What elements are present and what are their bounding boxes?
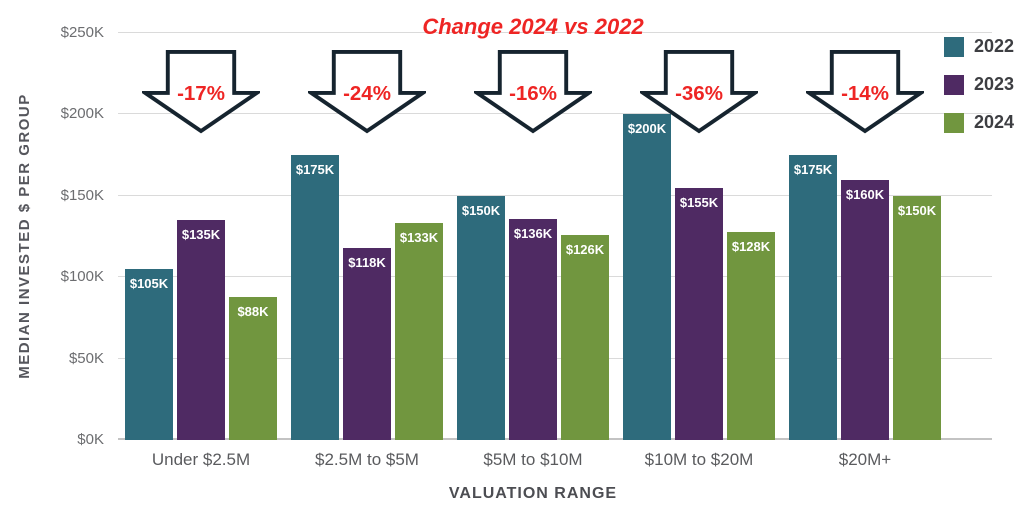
down-arrow-icon: -36%	[640, 50, 758, 134]
change-percent-label: -14%	[841, 82, 889, 105]
bar-value-label: $155K	[679, 194, 719, 210]
bar-value-label: $175K	[295, 162, 335, 178]
bar-2024-group4: $128K	[727, 231, 775, 440]
bar-2024-group1: $88K	[229, 296, 277, 440]
change-arrow-1: -17%	[118, 50, 284, 136]
change-percent-label: -36%	[675, 82, 723, 105]
x-axis-label: VALUATION RANGE	[448, 485, 618, 502]
change-arrow-4: -36%	[616, 50, 782, 136]
legend-swatch-2024	[943, 112, 964, 133]
bar-group-3: $150K $136K $126K	[457, 33, 609, 440]
legend-item-2023: 2023	[943, 74, 1014, 95]
y-tick-0k: $0K	[77, 430, 104, 448]
y-tick-200k: $200K	[60, 105, 104, 123]
legend-item-2024: 2024	[943, 112, 1014, 133]
bar-2024-group2: $133K	[395, 223, 443, 440]
bar-value-label: $133K	[399, 230, 439, 246]
legend: 2022 2023 2024	[943, 36, 1014, 150]
bar-2022-group1: $105K	[125, 269, 173, 440]
y-tick-50k: $50K	[68, 349, 104, 367]
bar-value-label: $88K	[237, 303, 269, 319]
change-percent-label: -17%	[177, 82, 225, 105]
change-percent-label: -16%	[509, 82, 557, 105]
bar-2023-group5: $160K	[841, 179, 889, 440]
category-label-1: Under $2.5M	[151, 450, 251, 469]
change-arrow-2: -24%	[284, 50, 450, 136]
y-tick-150k: $150K	[60, 186, 104, 204]
bar-value-label: $150K	[897, 202, 937, 218]
legend-label-2023: 2023	[973, 74, 1014, 94]
y-tick-250k: $250K	[60, 24, 104, 41]
bar-value-label: $200K	[627, 121, 667, 137]
change-arrows: -17% -24% -16% -36% -14%	[118, 50, 948, 136]
plot-area: $105K $135K $88K $175K $118K $133K $150K $136K $…	[118, 33, 948, 440]
category-label-2: $2.5M to $5M	[315, 450, 419, 469]
bar-group-2: $175K $118K $133K	[291, 33, 443, 440]
bar-2024-group5: $150K	[893, 195, 941, 440]
bar-2022-group4: $200K	[623, 114, 671, 440]
bar-group-5: $175K $160K $150K	[789, 33, 941, 440]
bar-2023-group4: $155K	[675, 187, 723, 440]
bar-2023-group2: $118K	[343, 247, 391, 440]
gridline	[118, 32, 992, 33]
legend-label-2022: 2022	[973, 36, 1014, 56]
bar-2022-group3: $150K	[457, 195, 505, 440]
down-arrow-icon: -14%	[806, 50, 924, 134]
bar-value-label: $118K	[348, 254, 386, 270]
bar-value-label: $136K	[513, 225, 553, 241]
bar-value-label: $105K	[129, 276, 169, 292]
change-arrow-5: -14%	[782, 50, 948, 136]
bar-value-label: $128K	[731, 238, 771, 254]
bar-value-label: $160K	[845, 186, 885, 202]
category-label-5: $20M+	[838, 450, 892, 469]
bar-2024-group3: $126K	[561, 234, 609, 440]
down-arrow-icon: -24%	[308, 50, 426, 134]
bar-value-label: $175K	[793, 162, 833, 178]
bar-2022-group5: $175K	[789, 155, 837, 440]
gridline	[118, 194, 992, 196]
legend-item-2022: 2022	[943, 36, 1014, 57]
x-axis-categories: Under $2.5M $2.5M to $5M $5M to $10M $10M t…	[118, 450, 948, 470]
category-label-3: $5M to $10M	[483, 450, 583, 469]
bar-value-label: $126K	[565, 241, 605, 257]
bar-value-label: $150K	[461, 202, 501, 218]
y-tick-100k: $100K	[60, 268, 104, 286]
legend-swatch-2023	[943, 74, 964, 95]
change-arrow-3: -16%	[450, 50, 616, 136]
category-label-4: $10M to $20M	[644, 450, 754, 469]
legend-swatch-2022	[943, 36, 964, 57]
bar-2023-group3: $136K	[509, 218, 557, 440]
y-axis-ticks: $250K $200K $150K $100K $50K $0K	[0, 23, 104, 450]
down-arrow-icon: -16%	[474, 50, 592, 134]
chart-annotation-title: Change 2024 vs 2022	[422, 14, 644, 39]
change-percent-label: -24%	[343, 82, 391, 105]
bar-group-1: $105K $135K $88K	[125, 33, 277, 440]
bar-group-4: $200K $155K $128K	[623, 33, 775, 440]
bar-value-label: $135K	[181, 227, 221, 243]
bar-2022-group2: $175K	[291, 155, 339, 440]
down-arrow-icon: -17%	[142, 50, 260, 134]
bar-2023-group1: $135K	[177, 220, 225, 440]
legend-label-2024: 2024	[973, 112, 1014, 132]
